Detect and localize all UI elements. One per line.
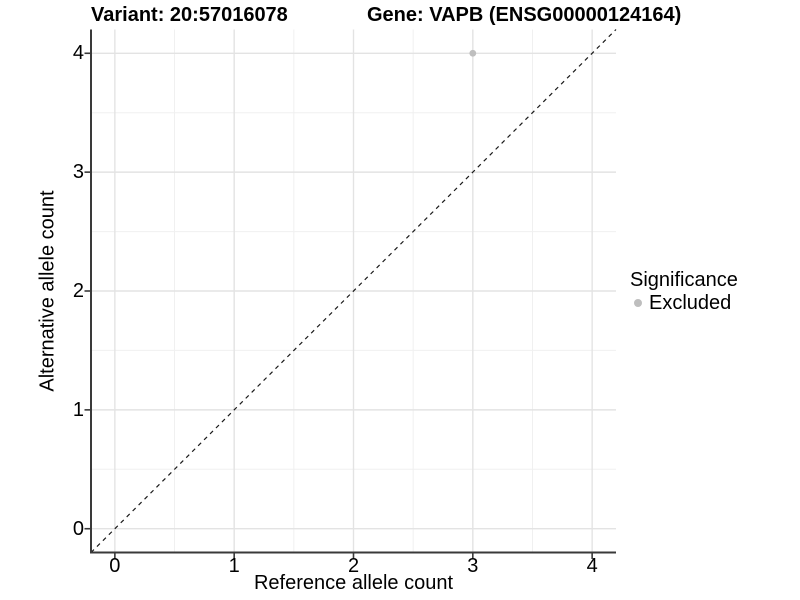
legend: Significance Excluded bbox=[630, 269, 738, 314]
data-point bbox=[469, 49, 477, 57]
y-tick-label: 2 bbox=[72, 280, 84, 302]
legend-title: Significance bbox=[630, 269, 738, 291]
y-tick-label: 0 bbox=[72, 517, 84, 540]
y-tick-label: 4 bbox=[72, 42, 84, 65]
x-tick-label: 2 bbox=[347, 555, 360, 577]
x-tick-label: 4 bbox=[586, 555, 598, 577]
legend-item-label: Excluded bbox=[649, 292, 732, 314]
y-tick-label: 1 bbox=[72, 398, 84, 421]
x-tick-label: 3 bbox=[467, 555, 479, 577]
excluded-point-icon bbox=[634, 299, 642, 307]
x-tick-label: 1 bbox=[228, 555, 240, 577]
legend-item-excluded: Excluded bbox=[634, 293, 738, 313]
identity-reference-line bbox=[90, 29, 617, 553]
plot-title-variant: Variant: 20:57016078 bbox=[91, 4, 288, 26]
plot-title-gene: Gene: VAPB (ENSG00000124164) bbox=[367, 4, 682, 26]
x-axis-title: Reference allele count bbox=[253, 572, 453, 594]
y-tick-label: 3 bbox=[72, 161, 84, 184]
x-tick-label: 0 bbox=[109, 555, 121, 577]
